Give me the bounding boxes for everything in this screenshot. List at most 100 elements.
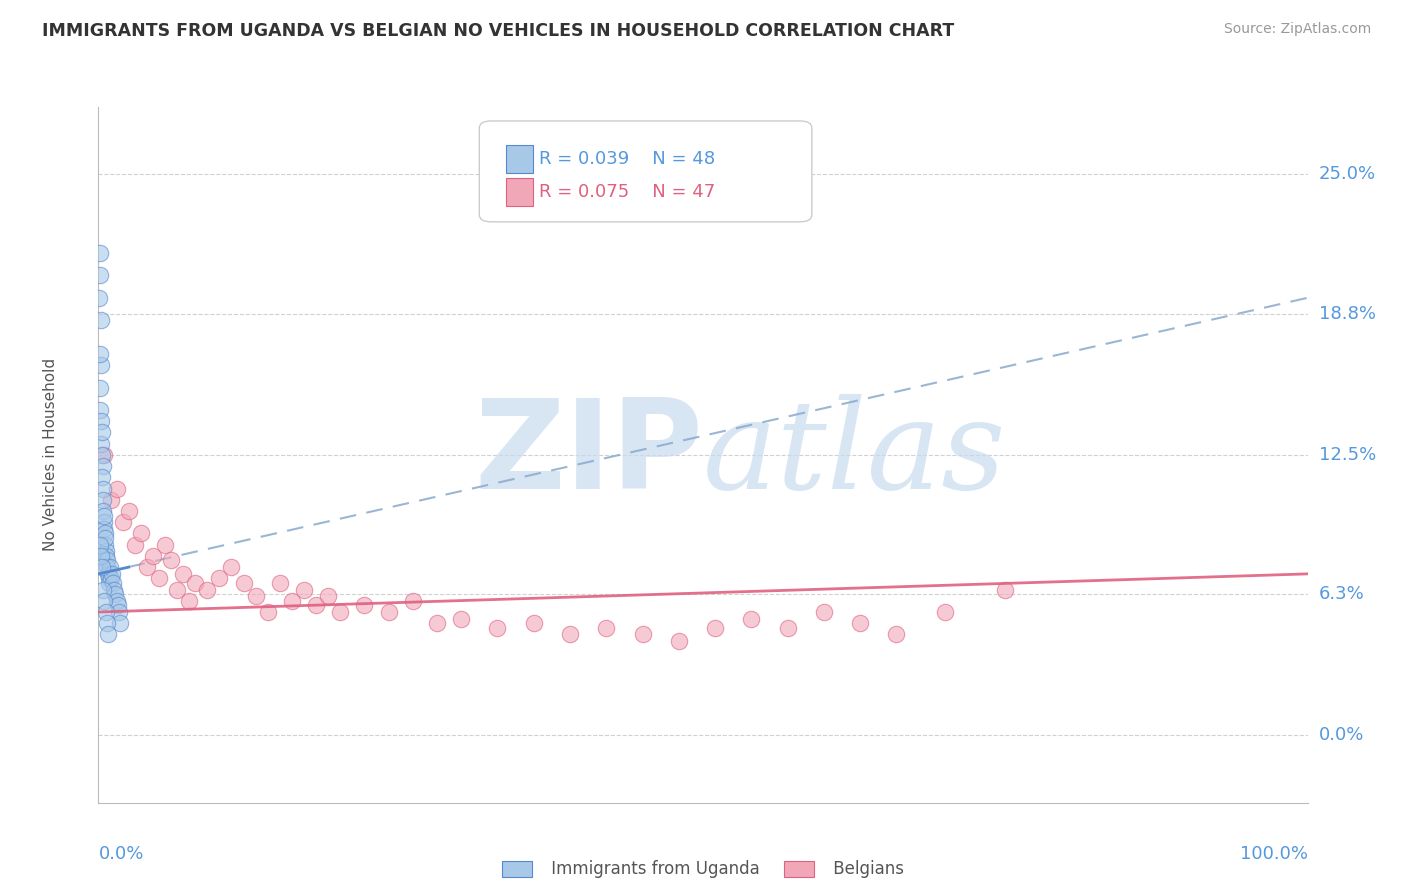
Text: IMMIGRANTS FROM UGANDA VS BELGIAN NO VEHICLES IN HOUSEHOLD CORRELATION CHART: IMMIGRANTS FROM UGANDA VS BELGIAN NO VEH…: [42, 22, 955, 40]
Point: [256, 605, 278, 619]
Text: 12.5%: 12.5%: [1319, 446, 1376, 464]
Point: [329, 605, 352, 619]
Text: 18.8%: 18.8%: [1319, 304, 1375, 323]
Point: [91, 459, 114, 474]
Point: [124, 538, 146, 552]
Point: [105, 594, 128, 608]
Point: [402, 594, 425, 608]
Point: [292, 582, 315, 597]
Point: [118, 504, 141, 518]
Point: [108, 605, 131, 619]
Point: [486, 621, 509, 635]
Point: [631, 627, 654, 641]
Point: [269, 575, 291, 590]
Point: [595, 621, 617, 635]
Point: [97, 627, 120, 641]
Point: [221, 560, 243, 574]
Point: [90, 436, 112, 450]
Point: [108, 616, 131, 631]
Point: [93, 594, 115, 608]
Point: [179, 594, 201, 608]
Point: [96, 560, 118, 574]
Point: [91, 482, 114, 496]
Point: [195, 582, 218, 597]
Point: [89, 268, 111, 283]
Legend:  Immigrants from Uganda,  Belgians: Immigrants from Uganda, Belgians: [496, 854, 910, 885]
Text: 6.3%: 6.3%: [1319, 585, 1364, 603]
Point: [172, 566, 194, 581]
Point: [245, 590, 267, 604]
Point: [98, 560, 121, 574]
Point: [94, 544, 117, 558]
Point: [89, 538, 111, 552]
Point: [93, 448, 115, 462]
Text: No Vehicles in Household: No Vehicles in Household: [42, 359, 58, 551]
Point: [184, 575, 207, 590]
Point: [94, 605, 117, 619]
Text: 0.0%: 0.0%: [98, 845, 143, 863]
Point: [97, 571, 120, 585]
Point: [100, 571, 122, 585]
Point: [89, 291, 111, 305]
Point: [281, 594, 304, 608]
Point: [91, 582, 114, 597]
Point: [91, 470, 114, 484]
Point: [353, 599, 375, 613]
Point: [111, 515, 134, 529]
Point: [994, 582, 1017, 597]
Point: [90, 549, 112, 563]
FancyBboxPatch shape: [506, 178, 533, 206]
Point: [153, 538, 176, 552]
Point: [93, 504, 115, 518]
Point: [166, 582, 188, 597]
Text: 0.0%: 0.0%: [1319, 726, 1364, 745]
Point: [107, 599, 129, 613]
Point: [100, 566, 122, 581]
Point: [450, 612, 472, 626]
Point: [93, 538, 115, 552]
Point: [776, 621, 799, 635]
Point: [523, 616, 546, 631]
Text: ZIP: ZIP: [474, 394, 703, 516]
Point: [377, 605, 399, 619]
Point: [90, 358, 112, 372]
Point: [208, 571, 231, 585]
Point: [305, 599, 328, 613]
Point: [103, 582, 125, 597]
Text: R = 0.039    N = 48: R = 0.039 N = 48: [538, 150, 714, 169]
Text: Source: ZipAtlas.com: Source: ZipAtlas.com: [1223, 22, 1371, 37]
Point: [104, 587, 127, 601]
Point: [93, 508, 115, 523]
Point: [96, 553, 118, 567]
Point: [90, 425, 112, 440]
Point: [704, 621, 727, 635]
FancyBboxPatch shape: [479, 121, 811, 222]
Text: atlas: atlas: [703, 394, 1007, 516]
Point: [91, 492, 114, 507]
Point: [96, 616, 118, 631]
Point: [101, 575, 124, 590]
Point: [91, 560, 114, 574]
Point: [89, 403, 111, 417]
Point: [886, 627, 908, 641]
Point: [142, 549, 165, 563]
Point: [934, 605, 956, 619]
Point: [89, 347, 111, 361]
Point: [89, 246, 111, 260]
Point: [96, 549, 118, 563]
Point: [135, 560, 157, 574]
Point: [232, 575, 254, 590]
Point: [129, 526, 152, 541]
Text: 25.0%: 25.0%: [1319, 165, 1376, 184]
Point: [160, 553, 183, 567]
Point: [94, 526, 117, 541]
Point: [148, 571, 170, 585]
Point: [93, 515, 115, 529]
Text: 100.0%: 100.0%: [1240, 845, 1308, 863]
Point: [740, 612, 762, 626]
FancyBboxPatch shape: [506, 145, 533, 173]
Point: [90, 414, 112, 428]
Point: [98, 575, 121, 590]
Point: [813, 605, 835, 619]
Point: [90, 313, 112, 327]
